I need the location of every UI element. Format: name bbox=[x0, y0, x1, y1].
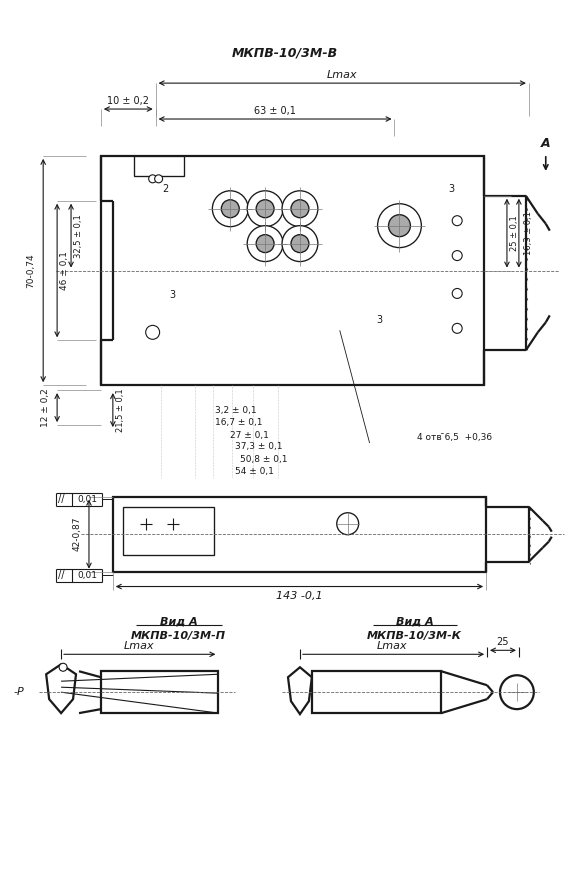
Circle shape bbox=[291, 200, 309, 217]
Text: 25 ± 0,1: 25 ± 0,1 bbox=[511, 215, 519, 251]
Text: -Р: -Р bbox=[14, 687, 25, 698]
Text: 16,3 ± 0,1: 16,3 ± 0,1 bbox=[524, 210, 533, 255]
Text: Lmax: Lmax bbox=[327, 70, 357, 80]
Text: МКПВ-10/3М-П: МКПВ-10/3М-П bbox=[131, 631, 226, 642]
Text: 143 -0,1: 143 -0,1 bbox=[276, 592, 323, 601]
Text: Вид А: Вид А bbox=[160, 616, 197, 627]
Text: 3: 3 bbox=[170, 291, 175, 300]
Text: 63 ± 0,1: 63 ± 0,1 bbox=[254, 106, 296, 116]
Text: 0,01: 0,01 bbox=[77, 571, 97, 580]
Bar bbox=[113, 497, 486, 572]
Circle shape bbox=[452, 251, 462, 260]
Text: //: // bbox=[58, 570, 65, 580]
Circle shape bbox=[388, 215, 410, 237]
Text: 3,2 ± 0,1: 3,2 ± 0,1 bbox=[215, 406, 257, 415]
Text: 3: 3 bbox=[448, 184, 454, 194]
Circle shape bbox=[247, 191, 283, 227]
Circle shape bbox=[256, 200, 274, 217]
Text: А: А bbox=[541, 137, 550, 150]
Text: 27 ± 0,1: 27 ± 0,1 bbox=[230, 430, 269, 439]
Circle shape bbox=[377, 203, 421, 248]
Circle shape bbox=[155, 175, 163, 182]
Text: 10 ± 0,2: 10 ± 0,2 bbox=[107, 96, 149, 107]
Circle shape bbox=[291, 235, 309, 252]
Bar bbox=[134, 156, 183, 175]
Text: 16,7 ± 0,1: 16,7 ± 0,1 bbox=[215, 417, 263, 427]
Circle shape bbox=[282, 191, 318, 227]
Text: МКПВ-10/3М-В: МКПВ-10/3М-В bbox=[232, 47, 338, 59]
Bar bbox=[101, 671, 218, 713]
Text: 21,5 ± 0,1: 21,5 ± 0,1 bbox=[117, 388, 125, 432]
Circle shape bbox=[149, 175, 156, 182]
Text: 37,3 ± 0,1: 37,3 ± 0,1 bbox=[235, 443, 283, 451]
Circle shape bbox=[145, 326, 160, 340]
Circle shape bbox=[212, 191, 248, 227]
Text: 12 ± 0,2: 12 ± 0,2 bbox=[40, 388, 50, 428]
Text: Lmax: Lmax bbox=[123, 642, 154, 651]
Circle shape bbox=[247, 226, 283, 262]
Text: 0,01: 0,01 bbox=[77, 495, 97, 504]
Text: 70-0,74: 70-0,74 bbox=[26, 253, 35, 288]
Circle shape bbox=[452, 288, 462, 299]
Text: Lmax: Lmax bbox=[377, 642, 408, 651]
Circle shape bbox=[452, 216, 462, 226]
Text: 2: 2 bbox=[163, 184, 168, 194]
Text: Вид А: Вид А bbox=[395, 616, 433, 627]
Text: 46 ± 0,1: 46 ± 0,1 bbox=[59, 251, 69, 290]
Circle shape bbox=[452, 323, 462, 333]
Bar bbox=[123, 506, 215, 554]
Circle shape bbox=[337, 512, 359, 534]
Circle shape bbox=[222, 200, 239, 217]
Text: 32,5 ± 0,1: 32,5 ± 0,1 bbox=[73, 214, 83, 258]
Polygon shape bbox=[288, 667, 312, 714]
Text: 3: 3 bbox=[377, 315, 383, 326]
Text: 4 отв ̄6,5  +0,36: 4 отв ̄6,5 +0,36 bbox=[417, 434, 493, 443]
Bar bbox=[312, 671, 441, 713]
Polygon shape bbox=[46, 664, 76, 713]
Circle shape bbox=[59, 663, 67, 671]
Circle shape bbox=[256, 235, 274, 252]
Text: 54 ± 0,1: 54 ± 0,1 bbox=[235, 467, 274, 477]
Bar bbox=[101, 156, 484, 385]
Text: 42-0,87: 42-0,87 bbox=[73, 517, 81, 551]
Text: МКПВ-10/3М-К: МКПВ-10/3М-К bbox=[367, 631, 462, 642]
Circle shape bbox=[282, 226, 318, 262]
Circle shape bbox=[500, 675, 534, 709]
Text: 50,8 ± 0,1: 50,8 ± 0,1 bbox=[240, 456, 288, 464]
Text: //: // bbox=[58, 494, 65, 505]
Text: 25: 25 bbox=[497, 637, 509, 648]
